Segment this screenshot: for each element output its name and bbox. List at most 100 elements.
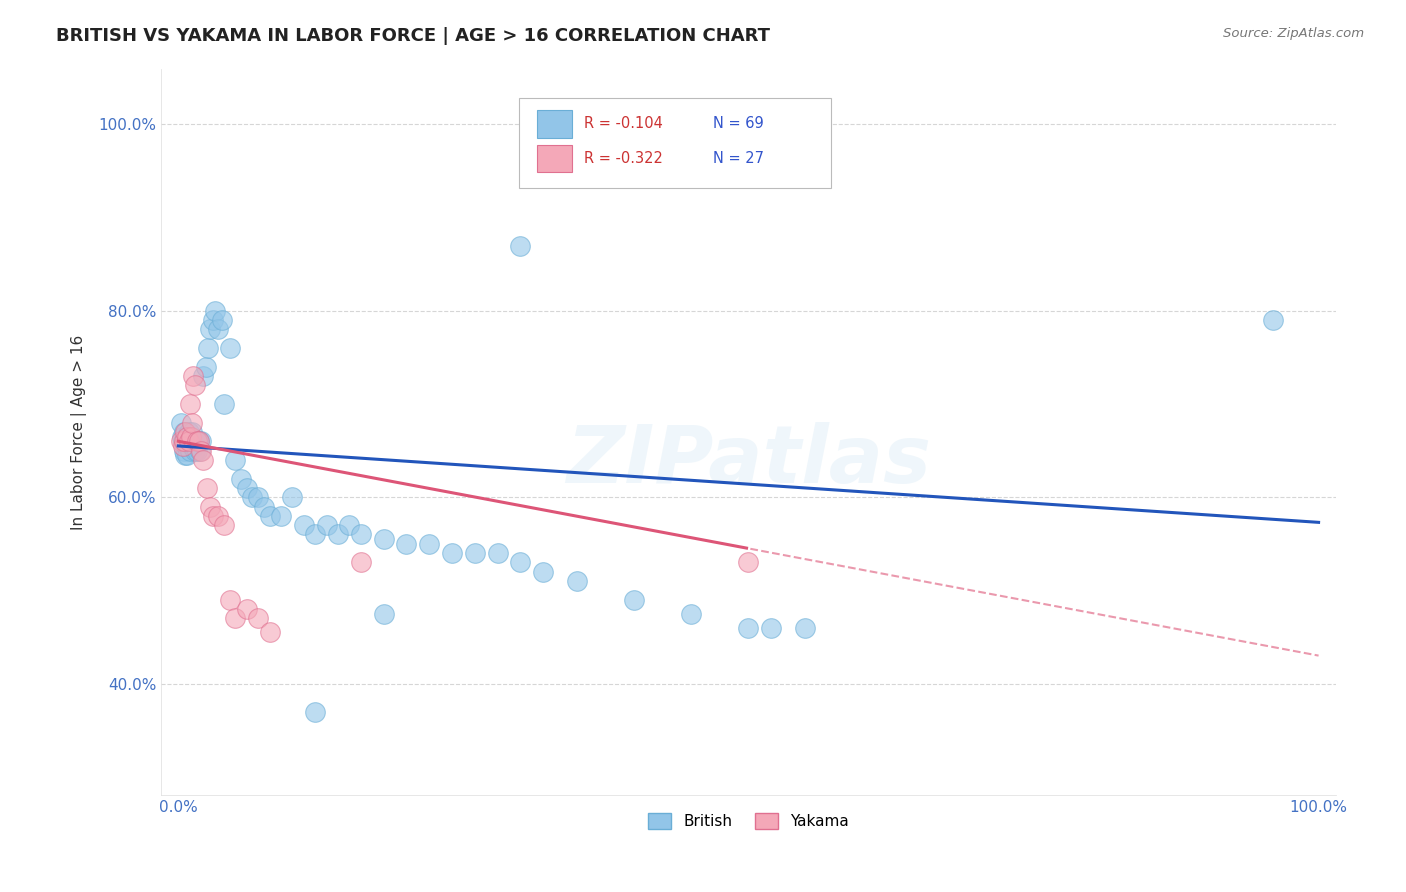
Point bbox=[177, 425, 200, 439]
Point bbox=[172, 434, 194, 449]
Point bbox=[176, 429, 198, 443]
Point bbox=[224, 453, 246, 467]
Point bbox=[373, 532, 395, 546]
Bar bbox=[537, 145, 572, 172]
Point bbox=[184, 378, 207, 392]
Point bbox=[181, 439, 204, 453]
Point bbox=[200, 322, 222, 336]
Text: R = -0.322: R = -0.322 bbox=[583, 151, 662, 166]
Point bbox=[464, 546, 486, 560]
Point bbox=[304, 705, 326, 719]
Bar bbox=[537, 110, 572, 137]
Point bbox=[174, 425, 197, 439]
Point bbox=[193, 369, 215, 384]
Point bbox=[350, 527, 373, 541]
Point bbox=[270, 508, 292, 523]
Point bbox=[509, 238, 531, 252]
Point bbox=[235, 602, 257, 616]
Text: N = 69: N = 69 bbox=[713, 116, 763, 131]
Text: ZIPatlas: ZIPatlas bbox=[567, 422, 931, 500]
Point bbox=[169, 434, 191, 449]
Point bbox=[180, 429, 202, 443]
Point bbox=[176, 448, 198, 462]
Point bbox=[681, 607, 703, 621]
Point bbox=[623, 592, 645, 607]
Point bbox=[176, 429, 198, 443]
Text: R = -0.104: R = -0.104 bbox=[583, 116, 662, 131]
Point bbox=[373, 607, 395, 621]
Point bbox=[200, 500, 222, 514]
Text: Source: ZipAtlas.com: Source: ZipAtlas.com bbox=[1223, 27, 1364, 40]
Point bbox=[212, 518, 235, 533]
Point bbox=[181, 425, 204, 439]
Point bbox=[179, 443, 201, 458]
Point bbox=[183, 439, 205, 453]
Point bbox=[418, 537, 440, 551]
Point bbox=[207, 508, 229, 523]
Point bbox=[204, 303, 226, 318]
Point bbox=[737, 556, 759, 570]
Point bbox=[170, 429, 193, 443]
Point bbox=[259, 625, 281, 640]
Point bbox=[176, 434, 198, 449]
Point bbox=[509, 556, 531, 570]
Point bbox=[207, 322, 229, 336]
Point bbox=[190, 443, 212, 458]
Point bbox=[259, 508, 281, 523]
Point bbox=[180, 434, 202, 449]
Point bbox=[281, 490, 304, 504]
Point bbox=[395, 537, 418, 551]
Point bbox=[172, 439, 194, 453]
Point bbox=[187, 434, 209, 449]
Point bbox=[315, 518, 337, 533]
Point bbox=[567, 574, 589, 588]
Point bbox=[197, 341, 219, 355]
Point bbox=[242, 490, 264, 504]
Point bbox=[179, 397, 201, 411]
Point bbox=[247, 490, 270, 504]
Point bbox=[181, 416, 204, 430]
Point bbox=[169, 416, 191, 430]
Point bbox=[173, 434, 195, 449]
Point bbox=[229, 471, 252, 485]
Point bbox=[794, 621, 817, 635]
Point bbox=[179, 429, 201, 443]
Point bbox=[201, 508, 224, 523]
Point bbox=[173, 425, 195, 439]
Point bbox=[177, 434, 200, 449]
Point bbox=[440, 546, 463, 560]
FancyBboxPatch shape bbox=[519, 97, 831, 188]
Point bbox=[247, 611, 270, 625]
Point bbox=[187, 434, 209, 449]
Point bbox=[188, 443, 211, 458]
Text: BRITISH VS YAKAMA IN LABOR FORCE | AGE > 16 CORRELATION CHART: BRITISH VS YAKAMA IN LABOR FORCE | AGE >… bbox=[56, 27, 770, 45]
Point bbox=[486, 546, 509, 560]
Point bbox=[174, 448, 197, 462]
Point bbox=[235, 481, 257, 495]
Text: N = 27: N = 27 bbox=[713, 151, 765, 166]
Point bbox=[184, 434, 207, 449]
Point bbox=[193, 453, 215, 467]
Point bbox=[201, 313, 224, 327]
Point bbox=[181, 369, 204, 384]
Point bbox=[184, 443, 207, 458]
Point bbox=[292, 518, 315, 533]
Point bbox=[187, 434, 209, 449]
Point bbox=[350, 556, 373, 570]
Point bbox=[176, 439, 198, 453]
Point bbox=[190, 434, 212, 449]
Point bbox=[326, 527, 349, 541]
Point bbox=[337, 518, 360, 533]
Point bbox=[737, 621, 759, 635]
Point bbox=[174, 434, 197, 449]
Point bbox=[195, 481, 218, 495]
Point bbox=[173, 443, 195, 458]
Point bbox=[186, 443, 208, 458]
Point bbox=[218, 592, 240, 607]
Point bbox=[224, 611, 246, 625]
Point bbox=[1261, 313, 1284, 327]
Point bbox=[211, 313, 233, 327]
Point bbox=[253, 500, 276, 514]
Point bbox=[194, 359, 217, 374]
Y-axis label: In Labor Force | Age > 16: In Labor Force | Age > 16 bbox=[72, 334, 87, 530]
